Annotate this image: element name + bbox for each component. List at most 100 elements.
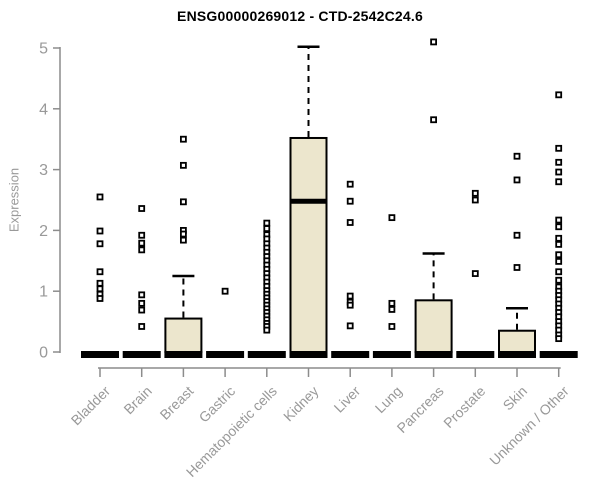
x-tick-label: Kidney — [280, 383, 322, 425]
zero-bar — [164, 351, 203, 358]
box-group-breast — [164, 135, 203, 358]
outlier-point — [138, 246, 146, 254]
zero-bar — [331, 351, 370, 358]
box-rect — [498, 329, 536, 354]
x-tick-label: Breast — [157, 383, 197, 423]
outlier-point — [96, 295, 104, 302]
outlier-point — [555, 178, 563, 186]
zero-bar — [498, 351, 536, 358]
outlier-point — [388, 323, 396, 330]
outlier-point — [263, 225, 271, 232]
outlier-point — [555, 268, 563, 276]
x-tick-label: Prostate — [440, 383, 488, 431]
outlier-point — [96, 193, 104, 201]
outlier-point — [471, 189, 479, 197]
box-rect — [164, 317, 203, 353]
y-tick-label: 4 — [39, 101, 48, 118]
chart-title: ENSG00000269012 - CTD-2542C24.6 — [177, 8, 423, 24]
box-group-kidney — [289, 45, 328, 358]
box-group-liver — [331, 180, 370, 358]
x-tick-label: Skin — [500, 383, 531, 414]
zero-bar — [81, 351, 119, 358]
outlier-point — [471, 270, 479, 277]
outlier-point — [138, 239, 146, 247]
box-group-skin — [498, 152, 536, 358]
outlier-point — [138, 299, 146, 307]
outlier-point — [555, 144, 563, 152]
outlier-point — [513, 152, 521, 160]
x-tick-label: Liver — [331, 383, 364, 416]
y-tick-label: 1 — [39, 284, 48, 301]
outlier-point — [346, 180, 354, 188]
box-rect — [289, 136, 328, 353]
outlier-point — [138, 205, 146, 212]
outlier-point — [388, 214, 396, 222]
outlier-point — [138, 323, 146, 330]
outlier-point — [96, 279, 104, 287]
outlier-point — [555, 240, 563, 248]
outlier-point — [179, 198, 187, 206]
y-tick-label: 5 — [39, 41, 48, 58]
x-tick-label: Bladder — [68, 383, 114, 429]
box-group-bladder — [81, 193, 119, 358]
outlier-point — [263, 219, 271, 227]
zero-bar — [539, 351, 578, 358]
box-group-pancreas — [414, 38, 453, 358]
box-rect — [414, 299, 453, 354]
zero-bar — [122, 351, 161, 358]
x-tick-label: Unknown / Other — [486, 383, 572, 469]
outlier-point — [346, 292, 354, 300]
y-tick-label: 3 — [39, 162, 48, 179]
x-tick-label: Brain — [120, 383, 154, 417]
outlier-point — [179, 236, 187, 244]
outlier-point — [138, 291, 146, 299]
outlier-point — [513, 231, 521, 239]
outlier-point — [346, 197, 354, 205]
outlier-point — [555, 158, 563, 166]
box-group-gastric — [206, 287, 245, 358]
outlier-point — [388, 299, 396, 307]
outlier-point — [555, 168, 563, 176]
outlier-point — [346, 219, 354, 226]
outlier-point — [346, 301, 354, 309]
outlier-point — [179, 135, 187, 143]
outlier-point — [513, 264, 521, 271]
outlier-point — [179, 230, 187, 238]
box-group-lung — [372, 214, 411, 358]
outlier-point — [430, 38, 438, 46]
outlier-point — [555, 216, 563, 224]
y-tick-label: 0 — [39, 345, 48, 362]
zero-bar — [456, 351, 495, 358]
outlier-point — [96, 227, 104, 235]
zero-bar — [372, 351, 411, 358]
outlier-point — [430, 116, 438, 124]
outlier-point — [96, 285, 104, 293]
outlier-point — [221, 287, 229, 295]
outlier-point — [555, 234, 563, 242]
outlier-point — [513, 176, 521, 184]
outlier-point — [555, 276, 563, 284]
x-tick-label: Lung — [372, 383, 405, 416]
y-tick-label: 2 — [39, 223, 48, 240]
zero-bar — [414, 351, 453, 358]
outlier-point — [471, 196, 479, 204]
box-group-hematopoietic-cells — [247, 219, 286, 358]
outlier-point — [263, 326, 271, 334]
outlier-point — [138, 306, 146, 314]
outlier-point — [555, 258, 563, 265]
zero-bar — [289, 351, 328, 358]
outlier-point — [555, 91, 563, 99]
zero-bar — [206, 351, 245, 358]
outlier-point — [96, 240, 104, 248]
zero-bar — [247, 351, 286, 358]
outlier-point — [96, 268, 104, 276]
outlier-point — [555, 223, 563, 231]
outlier-point — [388, 306, 396, 313]
outlier-point — [346, 322, 354, 330]
outlier-point — [179, 161, 187, 169]
outlier-point — [555, 335, 563, 343]
box-group-brain — [122, 205, 161, 358]
box-group-unknown-other — [539, 91, 578, 358]
